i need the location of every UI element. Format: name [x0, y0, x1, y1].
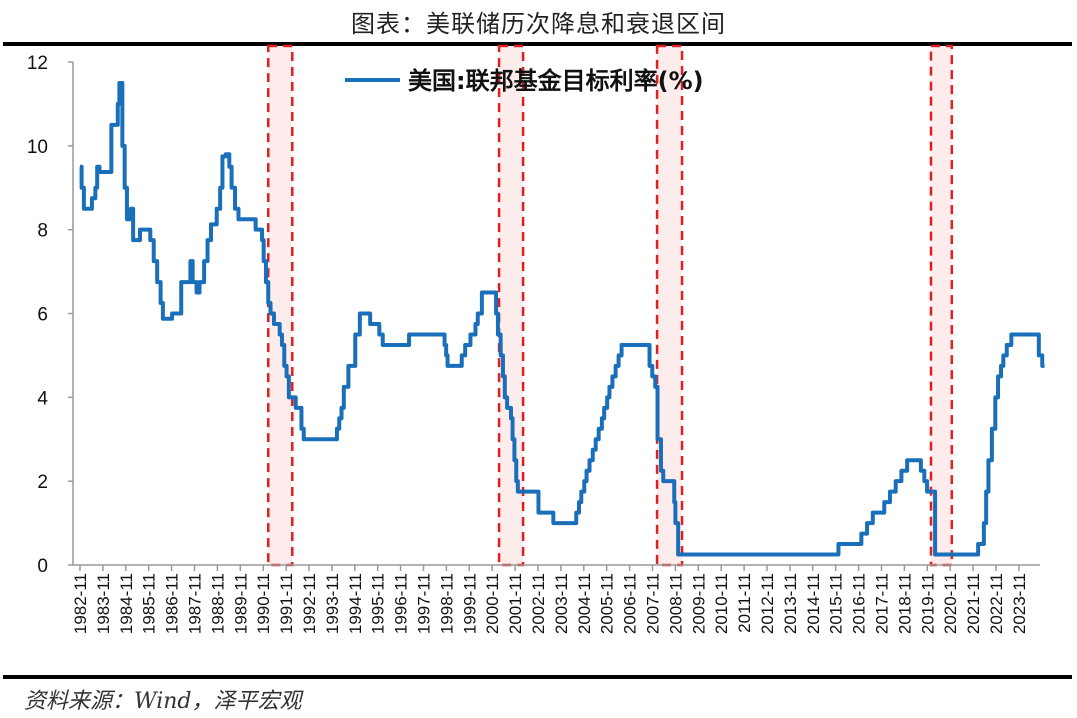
- x-tick-label: 1996-11: [392, 573, 411, 634]
- x-tick-label: 1994-11: [346, 573, 365, 634]
- x-tick-label: 1983-11: [94, 573, 113, 634]
- y-tick-label: 10: [27, 137, 48, 158]
- recession-box: [655, 44, 684, 567]
- x-tick-label: 1999-11: [460, 573, 479, 634]
- x-tick-label: 2015-11: [827, 573, 846, 634]
- legend: 美国:联邦基金目标利率(%): [345, 67, 704, 95]
- x-tick-label: 1998-11: [437, 573, 456, 634]
- x-tick-label: 2002-11: [529, 573, 548, 634]
- x-tick-label: 2003-11: [552, 573, 571, 634]
- y-tick-label: 12: [27, 53, 48, 74]
- x-tick-label: 1989-11: [231, 573, 250, 634]
- series-line-fed-funds-target: [79, 80, 1045, 557]
- x-axis: 1982-11 1983-11 1984-11 1985-11 1986-11 1987-…: [71, 564, 1040, 634]
- x-tick-label: 2021-11: [964, 573, 983, 634]
- x-tick-label: 2011-11: [735, 573, 754, 633]
- x-tick-label: 2010-11: [712, 573, 731, 634]
- legend-label: 美国:联邦基金目标利率(%): [408, 67, 704, 95]
- x-tick-label: 2005-11: [598, 573, 617, 634]
- x-tick-label: 1995-11: [369, 573, 388, 634]
- x-tick-label: 2001-11: [506, 573, 525, 634]
- x-tick-label: 2018-11: [895, 573, 914, 634]
- x-tick-label: 2020-11: [941, 573, 960, 634]
- x-tick-label: 2009-11: [689, 573, 708, 634]
- x-tick-label: 1990-11: [254, 573, 273, 634]
- x-tick-label: 2013-11: [781, 573, 800, 634]
- x-tick-label: 1985-11: [140, 573, 159, 634]
- y-tick-label: 8: [37, 221, 48, 242]
- chart-title: 图表：美联储历次降息和衰退区间: [351, 10, 726, 38]
- x-tick-label: 2008-11: [666, 573, 685, 634]
- x-tick-label: 2019-11: [918, 573, 937, 634]
- y-tick-label: 4: [37, 388, 48, 409]
- y-tick-label: 6: [37, 305, 48, 326]
- x-tick-label: 2000-11: [483, 573, 502, 634]
- y-tick-label: 0: [37, 556, 48, 577]
- x-tick-label: 1982-11: [71, 573, 90, 634]
- x-tick-label: 1988-11: [208, 573, 227, 634]
- y-tick-label: 2: [37, 472, 48, 493]
- x-tick-label: 1991-11: [277, 573, 296, 634]
- x-tick-label: 2016-11: [850, 573, 869, 634]
- x-tick-label: 1984-11: [117, 573, 136, 634]
- x-tick-label: 1993-11: [323, 573, 342, 634]
- x-tick-label: 2014-11: [804, 573, 823, 634]
- x-tick-label: 2012-11: [758, 573, 777, 634]
- recession-shading: [266, 44, 954, 567]
- x-tick-label: 1987-11: [186, 573, 205, 634]
- x-tick-label: 1986-11: [163, 573, 182, 634]
- recession-box: [497, 44, 525, 567]
- x-tick-label: 2022-11: [987, 573, 1006, 634]
- x-tick-label: 1992-11: [300, 573, 319, 634]
- x-tick-label: 2004-11: [575, 573, 594, 634]
- x-tick-label: 2023-11: [1010, 573, 1029, 634]
- y-axis: 0 2 4 6 8 10 12: [27, 53, 74, 577]
- x-tick-label: 1997-11: [415, 573, 434, 634]
- recession-box: [929, 44, 954, 567]
- x-tick-label: 2006-11: [621, 573, 640, 634]
- source-note: 资料来源：Wind，泽平宏观: [24, 689, 302, 714]
- x-tick-label: 2007-11: [644, 573, 663, 634]
- x-tick-label: 2017-11: [873, 573, 892, 634]
